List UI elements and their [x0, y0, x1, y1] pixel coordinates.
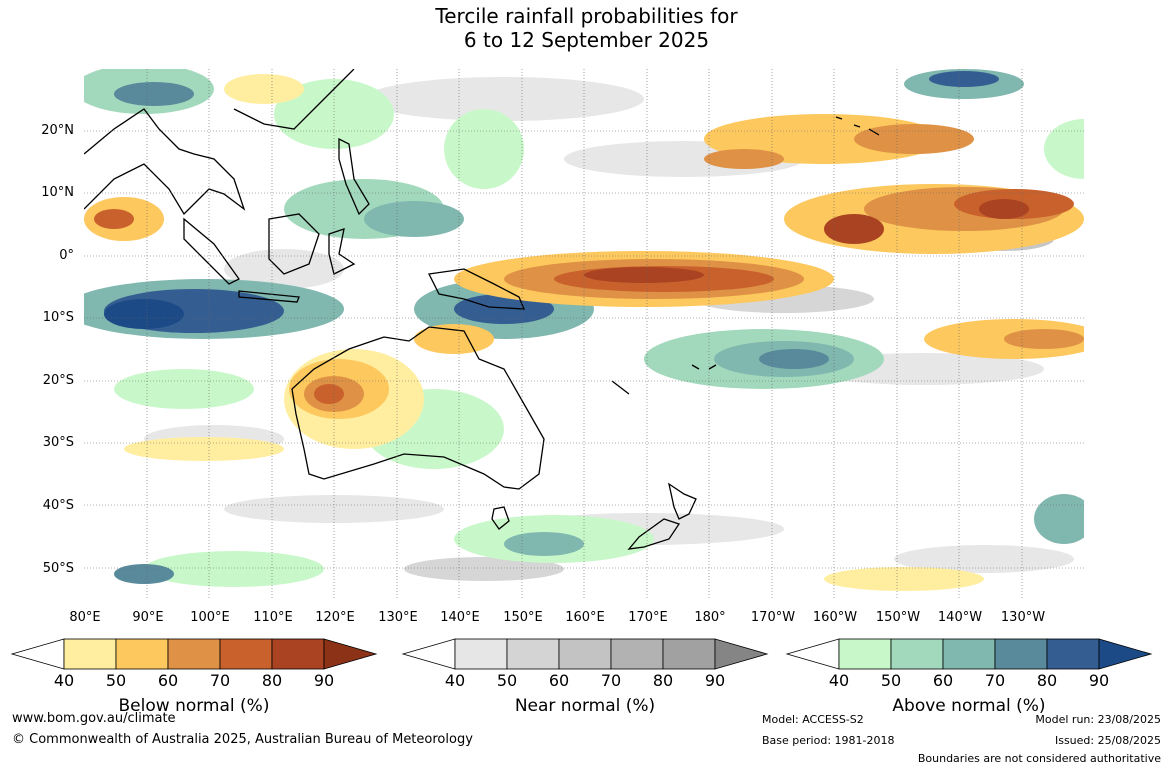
cb-above-tick-60: 60: [932, 671, 954, 690]
lat-label-20s: 20°S: [42, 373, 74, 388]
issued-text: Issued: 25/08/2025: [1054, 734, 1161, 747]
borneo-outline: [268, 213, 320, 275]
lat-label-50s: 50°S: [42, 561, 74, 576]
above-normal-title: Above normal (%): [892, 696, 1046, 716]
below-normal-title: Below normal (%): [118, 696, 270, 716]
cb-below-tick-80: 80: [261, 671, 283, 690]
cb-below-tick-50: 50: [105, 671, 127, 690]
below-normal-patches: [84, 74, 1084, 591]
lon-label-160w: 160°W: [812, 610, 858, 625]
lat-label-30s: 30°S: [42, 435, 74, 450]
asia-north-coast: [233, 69, 355, 130]
colorbar-above-normal: [785, 638, 1153, 670]
title-line-2: 6 to 12 September 2025: [463, 28, 710, 52]
probability-map-svg: [84, 69, 1084, 600]
lon-label-180: 180°: [694, 610, 726, 625]
cb-above-tick-50: 50: [880, 671, 902, 690]
lat-label-40s: 40°S: [42, 498, 74, 513]
lon-label-170w: 170°W: [750, 610, 796, 625]
new-caledonia-outline: [611, 380, 630, 395]
title-line-1: Tercile rainfall probabilities for: [435, 4, 738, 28]
fiji-outline: [691, 364, 717, 370]
coastlines: [84, 69, 880, 550]
cb-above-tick-70: 70: [984, 671, 1006, 690]
cb-near-tick-80: 80: [652, 671, 674, 690]
philippines-outline: [338, 137, 370, 216]
colorbars: [10, 638, 1153, 670]
lat-label-20n: 20°N: [41, 123, 74, 138]
map-title: Tercile rainfall probabilities for 6 to …: [0, 4, 1173, 52]
lon-label-150e: 150°E: [503, 610, 543, 625]
hawaii-outline: [835, 116, 880, 136]
lat-label-equator: 0°: [59, 248, 74, 263]
near-normal-title: Near normal (%): [514, 696, 656, 716]
lon-label-110e: 110°E: [253, 610, 293, 625]
cb-near-tick-60: 60: [548, 671, 570, 690]
lat-label-10s: 10°S: [42, 310, 74, 325]
lon-label-170e: 170°E: [628, 610, 668, 625]
base-period-text: Base period: 1981-2018: [762, 734, 895, 747]
cb-below-tick-60: 60: [157, 671, 179, 690]
lon-label-140e: 140°E: [440, 610, 480, 625]
cb-above-tick-90: 90: [1088, 671, 1110, 690]
model-text: Model: ACCESS-S2: [762, 713, 864, 726]
australia-outline: [291, 326, 545, 490]
lat-label-10n: 10°N: [41, 185, 74, 200]
colorbar-below-normal: [10, 638, 378, 670]
cb-near-tick-40: 40: [444, 671, 466, 690]
lon-label-160e: 160°E: [565, 610, 605, 625]
cb-above-tick-40: 40: [828, 671, 850, 690]
new-zealand-south-outline: [627, 518, 681, 550]
tasmania-outline: [491, 506, 510, 530]
lon-label-150w: 150°W: [875, 610, 921, 625]
lon-label-130w: 130°W: [1000, 610, 1046, 625]
asia-mainland-outline: [84, 108, 246, 216]
sumatra-outline: [183, 217, 240, 285]
cb-below-tick-90: 90: [313, 671, 335, 690]
lon-label-80e: 80°E: [69, 610, 101, 625]
model-run-text: Model run: 23/08/2025: [1035, 713, 1161, 726]
colorbar-near-normal: [401, 638, 769, 670]
lon-label-120e: 120°E: [315, 610, 355, 625]
above-normal-patches: [84, 69, 1084, 587]
new-guinea-outline: [428, 268, 525, 310]
lon-label-140w: 140°W: [937, 610, 983, 625]
copyright-text: © Commonwealth of Australia 2025, Austra…: [12, 732, 473, 747]
lon-label-90e: 90°E: [132, 610, 164, 625]
sulawesi-outline: [328, 228, 356, 275]
lon-label-100e: 100°E: [190, 610, 230, 625]
cb-near-tick-90: 90: [704, 671, 726, 690]
cb-above-tick-80: 80: [1036, 671, 1058, 690]
cb-near-tick-70: 70: [600, 671, 622, 690]
cb-near-tick-50: 50: [496, 671, 518, 690]
java-outline: [238, 290, 300, 303]
lon-label-130e: 130°E: [378, 610, 418, 625]
cb-below-tick-40: 40: [53, 671, 75, 690]
disclaimer-text: Boundaries are not considered authoritat…: [917, 752, 1161, 765]
new-zealand-north-outline: [668, 482, 697, 520]
cb-below-tick-70: 70: [209, 671, 231, 690]
probability-map: [84, 69, 1084, 600]
bom-url-link[interactable]: www.bom.gov.au/climate: [12, 711, 176, 726]
